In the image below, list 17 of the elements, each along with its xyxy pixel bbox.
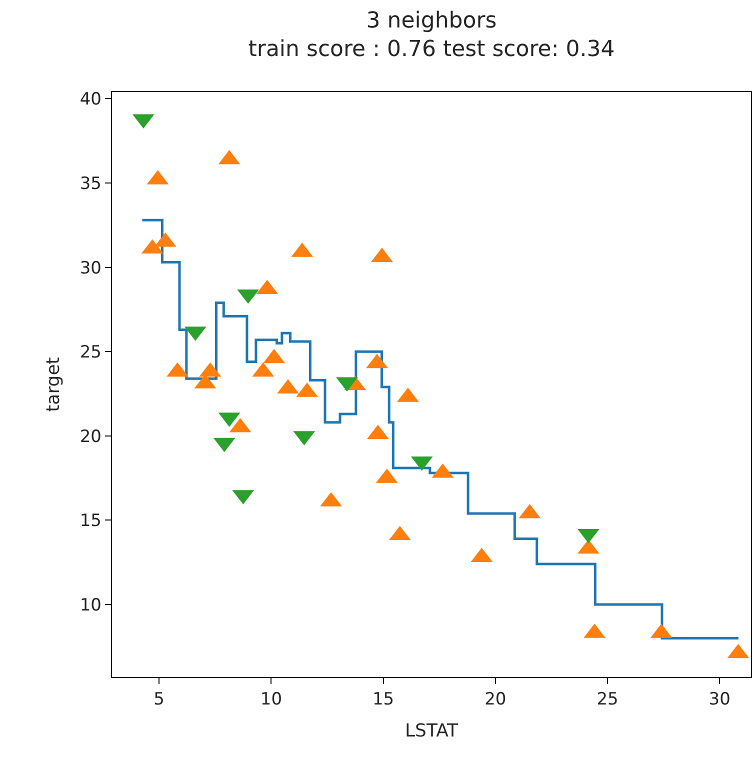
y-tick-label: 15 <box>80 511 102 532</box>
chart-title: 3 neighbors <box>366 8 497 34</box>
y-tick-label: 35 <box>80 174 102 194</box>
y-tick-label: 25 <box>80 342 102 363</box>
y-axis-title: target <box>43 357 64 412</box>
x-tick-label: 20 <box>484 690 506 710</box>
x-tick-label: 10 <box>260 690 282 710</box>
x-tick-label: 5 <box>154 690 164 710</box>
x-tick-label: 15 <box>372 690 394 710</box>
x-tick-label: 30 <box>708 690 730 710</box>
x-axis-title: LSTAT <box>405 720 459 742</box>
y-tick-label: 20 <box>80 426 102 447</box>
y-tick-label: 40 <box>80 90 102 110</box>
x-tick-label: 25 <box>596 690 618 710</box>
y-tick-label: 30 <box>80 258 102 278</box>
y-tick-label: 10 <box>80 595 102 616</box>
chart-subtitle: train score : 0.76 test score: 0.34 <box>248 37 615 62</box>
